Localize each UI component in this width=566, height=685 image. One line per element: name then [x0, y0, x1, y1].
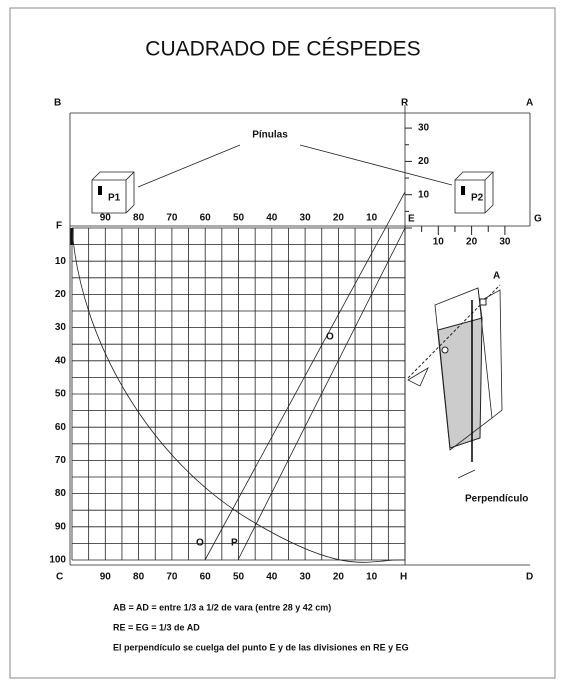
left-tick: 50 [55, 389, 67, 400]
left-tick: 30 [55, 322, 67, 333]
label-c: C [56, 572, 63, 583]
top-tick: 90 [100, 213, 112, 224]
pinula-p1 [91, 171, 135, 214]
pinula-p2 [454, 171, 494, 214]
label-a: A [526, 98, 533, 109]
re-tick: 30 [418, 123, 430, 134]
top-tick: 10 [366, 213, 378, 224]
title: CUADRADO DE CÉSPEDES [145, 38, 420, 61]
left-tick: 80 [55, 488, 67, 499]
note: AB = AD = entre 1/3 a 1/2 de vara (entre… [113, 602, 331, 612]
label-h: H [400, 572, 407, 583]
inset-label: Perpendículo [465, 494, 528, 505]
bottom-tick: 60 [200, 572, 212, 583]
left-tick: 70 [55, 455, 67, 466]
bottom-tick: 90 [100, 572, 112, 583]
left-tick: 100 [49, 555, 66, 566]
perpendiculo-inset [407, 284, 503, 479]
re-tick: 20 [418, 156, 430, 167]
note: El perpendículo se cuelga del punto E y … [113, 642, 409, 652]
eg-tick: 20 [466, 237, 478, 248]
point-o: O [326, 332, 334, 343]
top-tick: 40 [266, 213, 278, 224]
bottom-tick: 30 [300, 572, 312, 583]
bottom-tick: 80 [133, 572, 145, 583]
p1-label: P1 [108, 193, 121, 204]
label-b: B [54, 98, 61, 109]
bottom-tick: 50 [233, 572, 245, 583]
label-g: G [534, 214, 542, 225]
curve [71, 227, 406, 563]
top-tick: 50 [233, 213, 245, 224]
pinula-line-2 [299, 144, 453, 186]
p2-label: P2 [471, 193, 484, 204]
left-tick: 90 [55, 521, 67, 532]
top-tick: 70 [166, 213, 178, 224]
top-tick: 80 [133, 213, 145, 224]
eg-tick: 30 [499, 237, 511, 248]
re-tick: 10 [418, 189, 430, 200]
left-tick: 60 [55, 422, 67, 433]
eg-tick: 10 [433, 237, 445, 248]
top-tick: 30 [300, 213, 312, 224]
left-tick: 10 [55, 256, 67, 267]
bottom-tick: 40 [266, 572, 278, 583]
bottom-tick: 10 [366, 572, 378, 583]
bottom-tick: 70 [166, 572, 178, 583]
note: RE = EG = 1/3 de AD [113, 622, 200, 632]
label-f: F [56, 221, 62, 232]
label-r: R [401, 98, 409, 109]
label-e: E [408, 214, 415, 225]
inset-a: A [493, 271, 500, 282]
bottom-tick: 20 [333, 572, 345, 583]
top-tick: 60 [200, 213, 212, 224]
top-tick: 20 [333, 213, 345, 224]
page-frame [9, 7, 556, 679]
pinulas-label: Pínulas [252, 130, 288, 141]
left-tick: 40 [55, 355, 67, 366]
label-d: D [526, 572, 533, 583]
pinula-line-1 [137, 144, 241, 188]
left-tick: 20 [55, 289, 67, 300]
